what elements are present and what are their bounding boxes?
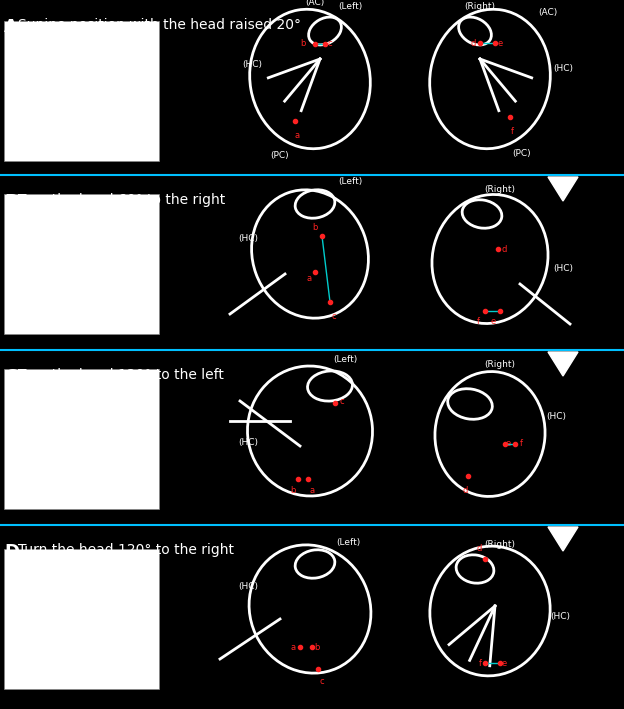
Text: Supine position with the head raised 20°: Supine position with the head raised 20°	[18, 18, 301, 32]
Text: B: B	[4, 193, 17, 211]
Bar	[4, 194, 159, 334]
Text: (HC): (HC)	[242, 60, 262, 69]
Polygon shape	[548, 352, 578, 376]
Text: f: f	[479, 659, 482, 667]
Text: c: c	[332, 312, 336, 321]
Text: (Right): (Right)	[484, 540, 515, 549]
Text: (HC): (HC)	[546, 411, 566, 420]
Text: e: e	[502, 659, 507, 667]
Text: Turn the head 120° to the right: Turn the head 120° to the right	[18, 543, 234, 557]
Text: a: a	[291, 642, 296, 652]
Text: (HC): (HC)	[238, 235, 258, 243]
Text: (HC): (HC)	[553, 264, 573, 274]
Text: (HC): (HC)	[238, 438, 258, 447]
Text: Turn the head 60° to the right: Turn the head 60° to the right	[18, 193, 225, 207]
Text: (AC): (AC)	[538, 8, 557, 17]
Text: a: a	[310, 486, 315, 495]
Text: c: c	[328, 40, 333, 48]
Polygon shape	[548, 177, 578, 201]
Text: (AC): (AC)	[305, 0, 324, 7]
Text: e: e	[498, 38, 503, 48]
Text: (PC): (PC)	[271, 151, 290, 160]
Text: e: e	[506, 440, 511, 449]
Text: (PC): (PC)	[513, 149, 531, 158]
Text: (HC): (HC)	[553, 65, 573, 74]
Text: e: e	[490, 317, 496, 326]
Text: (Left): (Left)	[338, 2, 362, 11]
Text: C: C	[4, 368, 17, 386]
Text: d: d	[502, 245, 507, 254]
Text: (HC): (HC)	[238, 583, 258, 591]
Text: a: a	[295, 131, 300, 140]
Text: c: c	[340, 396, 344, 406]
Text: b: b	[301, 40, 306, 48]
Text: (HC): (HC)	[550, 611, 570, 620]
Text: (Left): (Left)	[333, 355, 357, 364]
Text: d: d	[470, 38, 476, 48]
Text: f: f	[510, 127, 514, 136]
Text: (Right): (Right)	[484, 185, 515, 194]
Text: Turn the head 120° to the left: Turn the head 120° to the left	[18, 368, 224, 382]
Polygon shape	[548, 527, 578, 551]
Text: (Right): (Right)	[484, 360, 515, 369]
Text: c: c	[320, 677, 324, 686]
Bar	[4, 549, 159, 689]
Text: (Left): (Left)	[338, 177, 362, 186]
Text: f: f	[477, 317, 480, 326]
Bar	[4, 369, 159, 509]
Text: a: a	[307, 274, 312, 283]
Text: (Left): (Left)	[336, 538, 360, 547]
Text: f: f	[520, 440, 523, 449]
Text: d: d	[477, 544, 482, 553]
Text: (Right): (Right)	[464, 2, 495, 11]
Text: b: b	[313, 223, 318, 232]
Text: b: b	[314, 642, 319, 652]
Text: d: d	[462, 486, 467, 495]
Text: A: A	[4, 18, 18, 36]
Text: b: b	[291, 486, 296, 495]
Bar	[4, 21, 159, 161]
Text: D: D	[4, 543, 19, 561]
